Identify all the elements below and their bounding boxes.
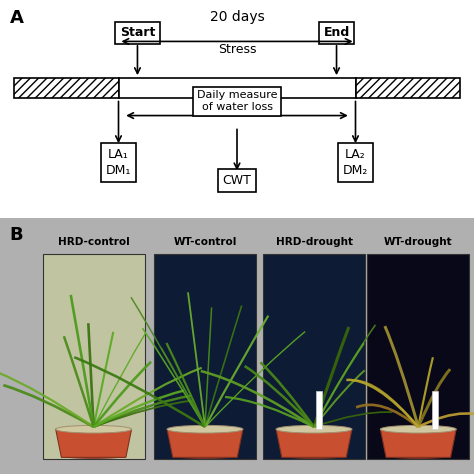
Bar [367, 254, 469, 459]
Text: CWT: CWT [223, 174, 251, 187]
Ellipse shape [55, 425, 132, 433]
Bar [154, 254, 256, 459]
Text: WT-control: WT-control [173, 237, 237, 247]
Bar [118, 79, 356, 98]
Ellipse shape [62, 454, 126, 458]
Text: Stress: Stress [218, 43, 256, 55]
Text: Daily measure
of water loss: Daily measure of water loss [197, 90, 277, 112]
Text: LA₁
DM₁: LA₁ DM₁ [106, 148, 131, 177]
Text: 20 days: 20 days [210, 10, 264, 25]
Text: End: End [323, 26, 350, 39]
Bar [316, 391, 322, 429]
Ellipse shape [276, 425, 352, 433]
Polygon shape [380, 429, 456, 457]
Text: LA₂
DM₂: LA₂ DM₂ [343, 148, 368, 177]
Ellipse shape [282, 454, 346, 458]
Bar [14, 79, 118, 98]
Bar [263, 254, 365, 459]
Text: HRD-drought: HRD-drought [275, 237, 353, 247]
Ellipse shape [173, 454, 237, 458]
Text: B: B [9, 226, 23, 244]
Ellipse shape [167, 425, 243, 433]
Text: HRD-control: HRD-control [58, 237, 129, 247]
Bar [356, 79, 460, 98]
Text: Start: Start [120, 26, 155, 39]
Text: WT-drought: WT-drought [384, 237, 453, 247]
Polygon shape [276, 429, 352, 457]
Polygon shape [167, 429, 243, 457]
Text: A: A [9, 9, 23, 27]
Polygon shape [56, 429, 132, 457]
Ellipse shape [386, 454, 450, 458]
Bar [432, 391, 438, 429]
Bar [43, 254, 145, 459]
Ellipse shape [380, 425, 456, 433]
